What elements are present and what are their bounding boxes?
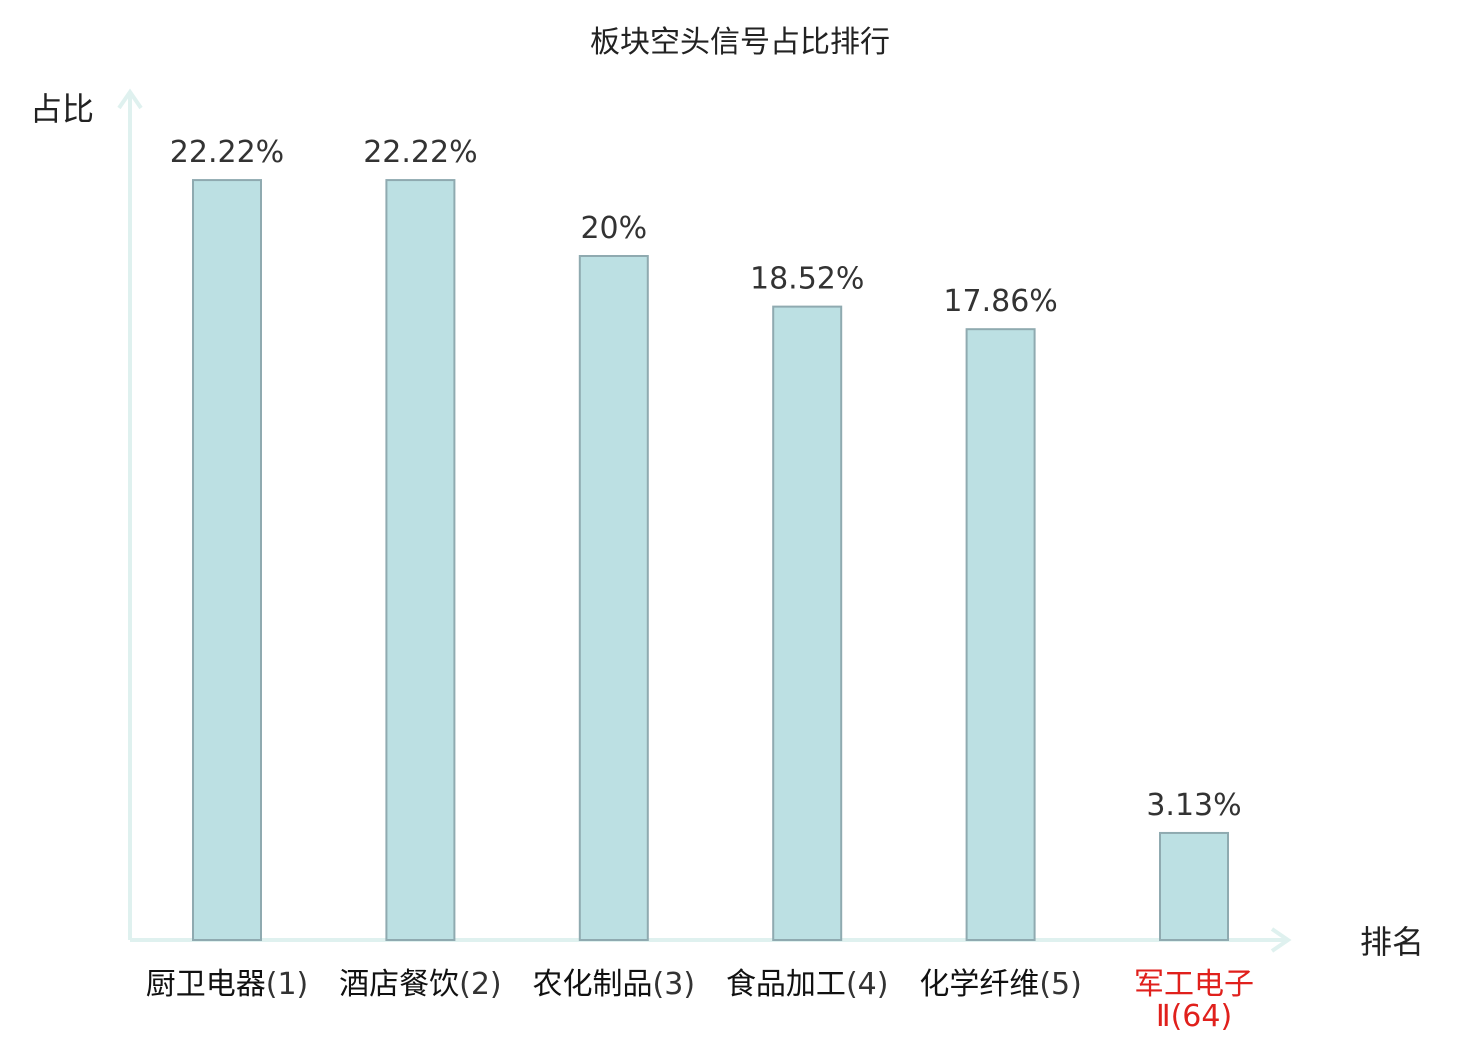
value-label-2: 22.22% bbox=[363, 135, 477, 170]
value-label-1: 22.22% bbox=[170, 135, 284, 170]
y-axis-arrow bbox=[117, 88, 143, 110]
y-axis-label: 占比 bbox=[30, 90, 94, 128]
bar-3 bbox=[578, 255, 649, 941]
value-label-5: 17.86% bbox=[943, 284, 1057, 319]
bar-6 bbox=[1159, 831, 1229, 941]
chart-title: 板块空头信号占比排行 bbox=[590, 25, 890, 60]
category-label-6: 军工电子 Ⅱ(64) bbox=[1134, 967, 1254, 1034]
category-label-3: 农化制品(3) bbox=[533, 967, 696, 1002]
bar-1 bbox=[192, 179, 262, 942]
bar-4 bbox=[772, 305, 843, 941]
axes bbox=[117, 88, 1292, 953]
value-label-6: 3.13% bbox=[1146, 788, 1241, 823]
value-labels: 22.22% 22.22% 20% 18.52% 17.86% 3.13% bbox=[170, 135, 1242, 823]
value-label-4: 18.52% bbox=[750, 262, 864, 297]
category-labels: 厨卫电器(1) 酒店餐饮(2) 农化制品(3) 食品加工(4) 化学纤维(5) 军工电子 Ⅱ… bbox=[146, 967, 1254, 1034]
category-label-4: 食品加工(4) bbox=[726, 967, 889, 1002]
x-axis-label: 排名 bbox=[1360, 923, 1424, 961]
bar-5 bbox=[965, 328, 1036, 941]
category-label-1: 厨卫电器(1) bbox=[146, 967, 309, 1002]
category-label-5: 化学纤维(5) bbox=[919, 967, 1082, 1002]
bars bbox=[192, 179, 1229, 942]
value-label-3: 20% bbox=[580, 211, 647, 246]
x-axis-arrow bbox=[1270, 927, 1292, 953]
bar-2 bbox=[385, 179, 456, 942]
category-label-2: 酒店餐饮(2) bbox=[339, 967, 502, 1002]
